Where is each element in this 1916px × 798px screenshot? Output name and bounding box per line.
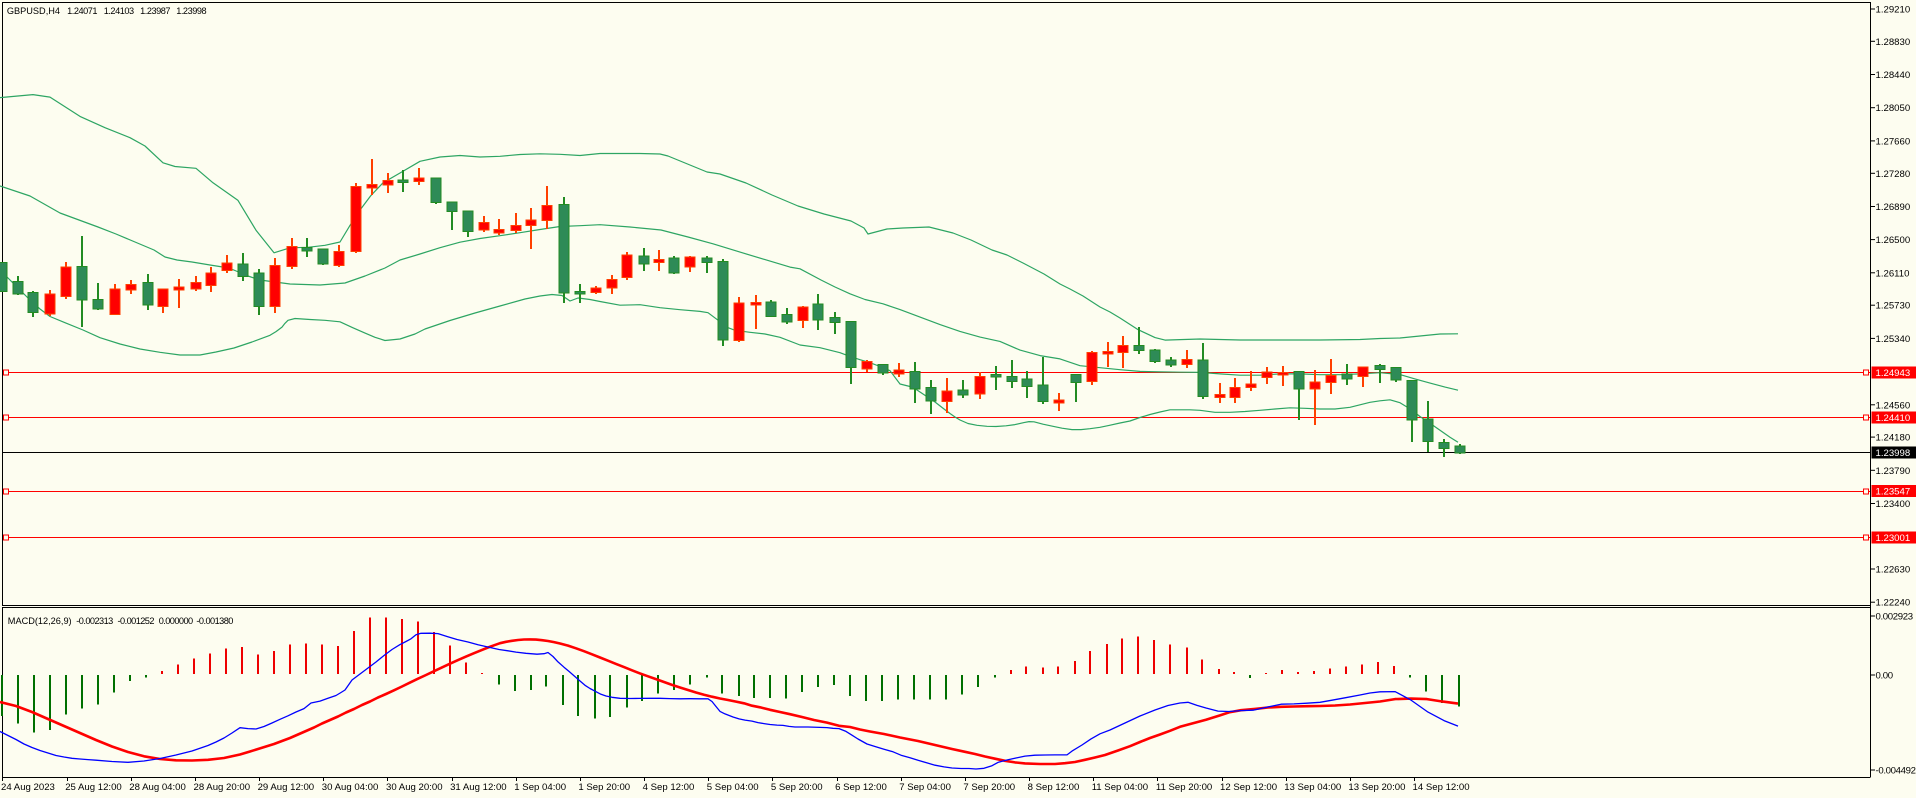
svg-text:11 Sep 20:00: 11 Sep 20:00 (1156, 782, 1212, 793)
svg-text:1.23001: 1.23001 (1876, 533, 1911, 544)
svg-text:30 Aug 04:00: 30 Aug 04:00 (322, 782, 379, 793)
svg-text:1.23998: 1.23998 (176, 6, 206, 16)
svg-text:1.28050: 1.28050 (1876, 103, 1911, 114)
svg-text:1.25730: 1.25730 (1876, 301, 1911, 312)
svg-text:1.23987: 1.23987 (140, 6, 170, 16)
svg-text:1.26500: 1.26500 (1876, 235, 1911, 246)
svg-text:12 Sep 12:00: 12 Sep 12:00 (1220, 782, 1277, 793)
svg-text:11 Sep 04:00: 11 Sep 04:00 (1092, 782, 1148, 793)
svg-text:1.24943: 1.24943 (1876, 368, 1911, 379)
svg-text:13 Sep 20:00: 13 Sep 20:00 (1348, 782, 1405, 793)
svg-text:GBPUSD,H4: GBPUSD,H4 (7, 6, 60, 16)
svg-text:31 Aug 12:00: 31 Aug 12:00 (450, 782, 507, 793)
svg-text:0.00: 0.00 (1876, 671, 1893, 682)
svg-text:7 Sep 20:00: 7 Sep 20:00 (963, 782, 1015, 793)
svg-text:25 Aug 12:00: 25 Aug 12:00 (65, 782, 122, 793)
svg-text:1.24560: 1.24560 (1876, 400, 1911, 411)
svg-text:1.23790: 1.23790 (1876, 466, 1911, 477)
svg-text:1 Sep 20:00: 1 Sep 20:00 (578, 782, 630, 793)
svg-text:-0.004492: -0.004492 (1876, 766, 1916, 777)
svg-text:4 Sep 12:00: 4 Sep 12:00 (643, 782, 695, 793)
svg-text:13 Sep 04:00: 13 Sep 04:00 (1284, 782, 1341, 793)
svg-text:1.24103: 1.24103 (104, 6, 134, 16)
svg-text:7 Sep 04:00: 7 Sep 04:00 (899, 782, 951, 793)
svg-text:-0.002313: -0.002313 (76, 616, 113, 626)
svg-text:14 Sep 12:00: 14 Sep 12:00 (1413, 782, 1470, 793)
svg-text:8 Sep 12:00: 8 Sep 12:00 (1028, 782, 1080, 793)
svg-text:1.22630: 1.22630 (1876, 565, 1911, 576)
svg-text:1.29210: 1.29210 (1876, 5, 1911, 16)
svg-text:6 Sep 12:00: 6 Sep 12:00 (835, 782, 887, 793)
svg-text:1.24071: 1.24071 (67, 6, 97, 16)
svg-text:1.24410: 1.24410 (1876, 413, 1911, 424)
svg-text:1.26110: 1.26110 (1876, 268, 1910, 279)
svg-text:28 Aug 04:00: 28 Aug 04:00 (129, 782, 186, 793)
svg-text:MACD(12,26,9): MACD(12,26,9) (8, 616, 72, 626)
svg-text:28 Aug 20:00: 28 Aug 20:00 (194, 782, 251, 793)
svg-text:5 Sep 04:00: 5 Sep 04:00 (707, 782, 759, 793)
svg-text:29 Aug 12:00: 29 Aug 12:00 (258, 782, 315, 793)
svg-text:1.28830: 1.28830 (1876, 37, 1911, 48)
svg-text:1 Sep 04:00: 1 Sep 04:00 (514, 782, 566, 793)
svg-text:1.26890: 1.26890 (1876, 202, 1911, 213)
svg-text:1.24180: 1.24180 (1876, 433, 1911, 444)
svg-text:-0.001380: -0.001380 (196, 616, 233, 626)
svg-text:1.25340: 1.25340 (1876, 334, 1911, 345)
svg-text:0.002923: 0.002923 (1876, 612, 1913, 623)
svg-text:1.28440: 1.28440 (1876, 70, 1911, 81)
svg-text:1.23400: 1.23400 (1876, 499, 1911, 510)
svg-text:1.23998: 1.23998 (1876, 448, 1911, 459)
svg-text:1.22240: 1.22240 (1876, 598, 1911, 609)
svg-text:-0.001252: -0.001252 (118, 616, 155, 626)
svg-text:0.000000: 0.000000 (159, 616, 193, 626)
svg-text:24 Aug 2023: 24 Aug 2023 (1, 782, 55, 793)
svg-text:1.27660: 1.27660 (1876, 136, 1911, 147)
svg-text:30 Aug 20:00: 30 Aug 20:00 (386, 782, 443, 793)
svg-text:1.27280: 1.27280 (1876, 169, 1911, 180)
svg-text:5 Sep 20:00: 5 Sep 20:00 (771, 782, 823, 793)
svg-text:1.23547: 1.23547 (1876, 487, 1911, 498)
